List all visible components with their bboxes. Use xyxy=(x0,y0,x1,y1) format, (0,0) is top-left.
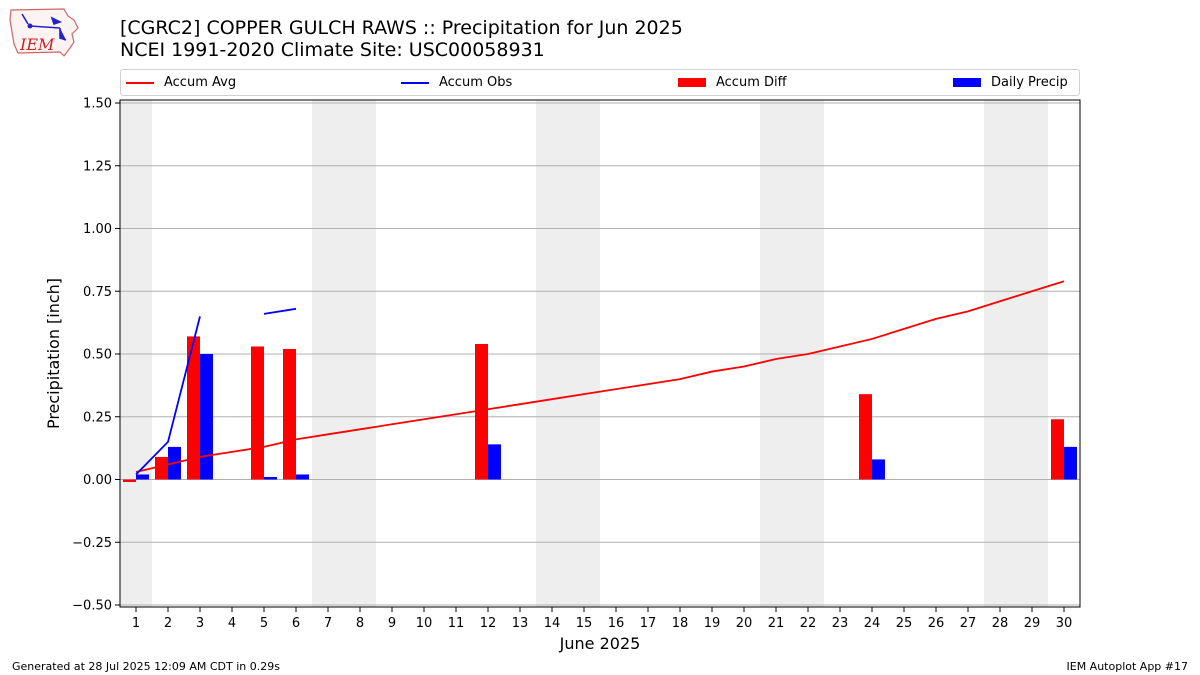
legend-label-accum-obs: Accum Obs xyxy=(439,75,513,90)
x-tick-label: 26 xyxy=(928,616,945,631)
y-tick-label: 1.00 xyxy=(83,222,112,237)
plot-frame xyxy=(119,99,1081,608)
x-tick-label: 19 xyxy=(704,616,721,631)
daily-precip-bar xyxy=(264,476,277,480)
x-axis-label: June 2025 xyxy=(559,634,641,653)
daily-precip-bar xyxy=(136,474,149,480)
x-tick-label: 13 xyxy=(512,616,529,631)
legend-label-daily-precip: Daily Precip xyxy=(991,75,1068,90)
accum-diff-bar xyxy=(123,479,136,483)
x-tick-label: 16 xyxy=(608,616,625,631)
legend-swatch-accum-diff xyxy=(678,78,706,87)
accum-diff-bar xyxy=(475,343,488,480)
x-tick-label: 14 xyxy=(544,616,561,631)
daily-precip-bar xyxy=(296,474,309,480)
y-tick-label: 0.75 xyxy=(83,285,112,300)
app-credit: IEM Autoplot App #17 xyxy=(1066,660,1189,673)
x-tick-label: 11 xyxy=(448,616,465,631)
x-tick-label: 29 xyxy=(1024,616,1041,631)
legend-swatch-accum-obs xyxy=(401,81,429,84)
x-tick-label: 15 xyxy=(576,616,593,631)
y-tick-label: 1.50 xyxy=(83,97,112,112)
chart-subtitle: NCEI 1991-2020 Climate Site: USC00058931 xyxy=(120,39,545,61)
x-tick-label: 18 xyxy=(672,616,689,631)
accum-diff-bar xyxy=(251,346,264,480)
legend-swatch-accum-avg xyxy=(126,81,154,84)
x-tick-label: 17 xyxy=(640,616,657,631)
legend-label-accum-avg: Accum Avg xyxy=(164,75,237,90)
legend-item-accum-obs: Accum Obs xyxy=(401,70,512,95)
y-tick-label: 0.25 xyxy=(83,410,112,425)
x-tick-label: 9 xyxy=(388,616,396,631)
y-tick-label: −0.50 xyxy=(72,599,112,614)
y-tick-label: 0.00 xyxy=(83,473,112,488)
accum-avg-line xyxy=(135,280,1065,473)
x-tick-label: 28 xyxy=(992,616,1009,631)
y-axis-label: Precipitation [inch] xyxy=(44,278,63,429)
x-tick-label: 4 xyxy=(228,616,236,631)
accum-diff-bar xyxy=(155,456,168,480)
x-tick-label: 7 xyxy=(324,616,332,631)
x-tick-label: 12 xyxy=(480,616,497,631)
legend-label-accum-diff: Accum Diff xyxy=(716,75,787,90)
x-tick-label: 8 xyxy=(356,616,364,631)
x-tick-label: 3 xyxy=(196,616,204,631)
x-tick-label: 6 xyxy=(292,616,300,631)
y-tick-label: −0.25 xyxy=(72,536,112,551)
svg-text:IEM: IEM xyxy=(19,35,55,54)
legend-item-accum-avg: Accum Avg xyxy=(126,70,236,95)
chart-title: [CGRC2] COPPER GULCH RAWS :: Precipitati… xyxy=(120,17,683,39)
chart-legend: Accum Avg Accum Obs Accum Diff Daily Pre… xyxy=(120,69,1080,96)
x-tick-label: 10 xyxy=(416,616,433,631)
iem-logo: IEM xyxy=(8,6,82,60)
generated-timestamp: Generated at 28 Jul 2025 12:09 AM CDT in… xyxy=(12,660,280,673)
legend-swatch-daily-precip xyxy=(953,78,981,87)
x-tick-label: 1 xyxy=(132,616,140,631)
y-tick-label: 0.50 xyxy=(83,348,112,363)
x-tick-label: 20 xyxy=(736,616,753,631)
x-tick-label: 23 xyxy=(832,616,849,631)
x-tick-label: 27 xyxy=(960,616,977,631)
legend-item-accum-diff: Accum Diff xyxy=(678,70,787,95)
x-tick-label: 5 xyxy=(260,616,268,631)
x-tick-label: 24 xyxy=(864,616,881,631)
x-tick-label: 21 xyxy=(768,616,785,631)
legend-item-daily-precip: Daily Precip xyxy=(953,70,1068,95)
x-tick-label: 30 xyxy=(1056,616,1073,631)
accum-obs-line xyxy=(135,316,201,476)
daily-precip-bar xyxy=(488,444,501,480)
y-tick-label: 1.25 xyxy=(83,159,112,174)
daily-precip-bar xyxy=(200,354,213,480)
accum-diff-bar xyxy=(187,336,200,480)
x-tick-label: 2 xyxy=(164,616,172,631)
accum-obs-line xyxy=(263,307,297,315)
daily-precip-bar xyxy=(872,459,885,480)
daily-precip-bar xyxy=(1064,446,1077,480)
x-tick-label: 25 xyxy=(896,616,913,631)
accum-diff-bar xyxy=(283,348,296,480)
x-tick-label: 22 xyxy=(800,616,817,631)
accum-diff-bar xyxy=(859,394,872,480)
accum-diff-bar xyxy=(1051,419,1064,480)
